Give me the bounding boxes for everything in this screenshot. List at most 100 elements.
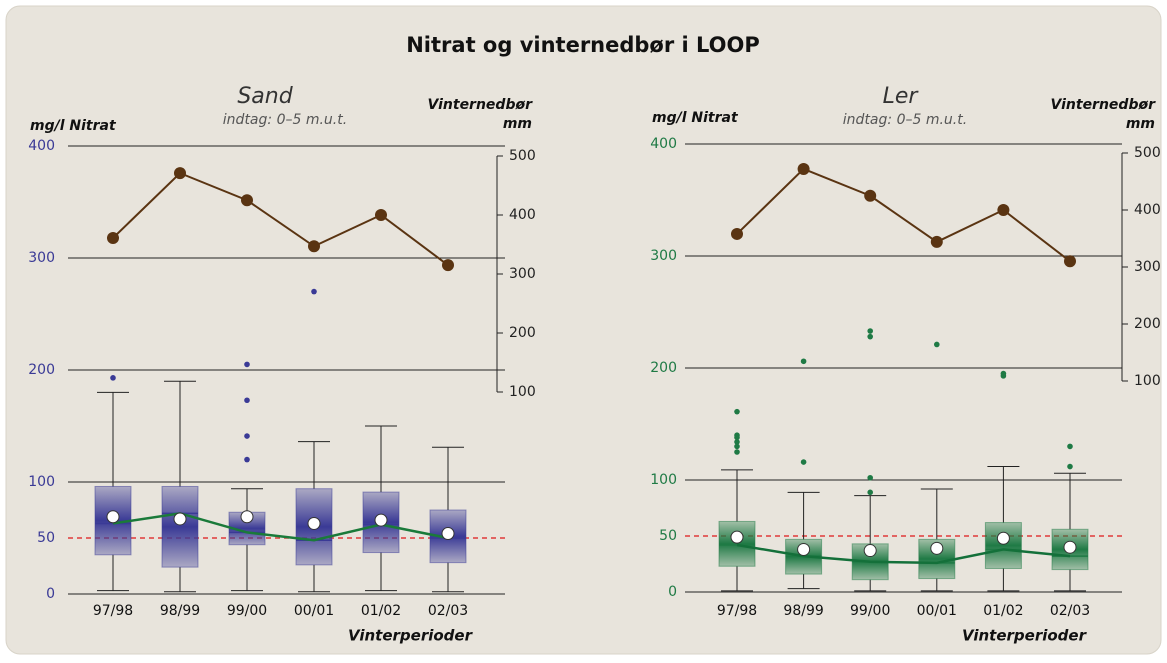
y-tick-label: 50 <box>659 528 677 544</box>
x-tick-label: 98/99 <box>160 603 200 619</box>
panel-title: Ler <box>883 84 920 109</box>
mean-marker <box>106 510 120 524</box>
panel-subtitle: indtag: 0–5 m.u.t. <box>223 112 347 128</box>
outlier <box>244 361 250 368</box>
outlier <box>734 439 740 445</box>
outlier <box>800 459 807 465</box>
x-tick-label: 97/98 <box>93 603 133 619</box>
y-tick-label: 300 <box>28 250 55 266</box>
precipitation-line <box>112 171 449 266</box>
y2-tick-label: 400 <box>1134 202 1161 218</box>
median-line <box>736 543 1071 565</box>
mean-marker <box>730 530 744 544</box>
y2-tick-label: 200 <box>1134 316 1161 332</box>
x-tick-label: 99/00 <box>227 603 267 619</box>
y2-tick-label: 200 <box>509 325 536 341</box>
box <box>295 488 333 566</box>
outlier <box>934 341 940 348</box>
outlier <box>734 408 740 415</box>
outlier <box>867 489 873 496</box>
chart-title: Nitrat og vinternedbør i LOOP <box>406 33 760 57</box>
mean-marker <box>374 513 388 527</box>
y2-tick-label: 100 <box>1134 373 1161 389</box>
outlier <box>734 443 740 450</box>
x-tick-label: 99/00 <box>850 603 890 619</box>
mean-marker <box>173 512 187 526</box>
precipitation-point <box>241 194 253 207</box>
y2-tick-label: 500 <box>509 148 536 164</box>
outlier <box>1067 443 1073 450</box>
outlier <box>734 434 740 441</box>
y-tick-label: 0 <box>668 584 677 600</box>
y-tick-label: 200 <box>650 360 677 376</box>
mean-marker <box>930 541 944 555</box>
y2-tick-label: 400 <box>509 207 536 223</box>
precipitation-point <box>930 235 943 248</box>
y-tick-label: 100 <box>650 472 677 488</box>
precipitation-point <box>308 240 320 253</box>
outlier <box>244 397 250 404</box>
y2-tick-label: 500 <box>1134 145 1161 161</box>
y2-tick-label: 100 <box>509 384 536 400</box>
y2-axis-label: Vinternedbør <box>428 97 534 113</box>
y-axis-label: mg/l Nitrat <box>30 118 117 134</box>
x-tick-label: 98/99 <box>783 603 823 619</box>
x-tick-label: 01/02 <box>983 603 1023 619</box>
mean-marker <box>240 510 254 524</box>
panel-title: Sand <box>237 84 293 109</box>
x-tick-label: 00/01 <box>294 603 334 619</box>
precipitation-point <box>1064 255 1076 268</box>
x-tick-label: 02/03 <box>1050 603 1090 619</box>
precipitation-point <box>864 189 877 202</box>
precipitation-point <box>442 259 454 272</box>
median-line <box>112 512 449 542</box>
y-tick-label: 300 <box>650 248 677 264</box>
mean-marker <box>307 516 321 530</box>
box <box>984 522 1022 569</box>
outlier <box>311 288 317 295</box>
outlier <box>867 328 873 334</box>
y-tick-label: 200 <box>28 362 55 378</box>
outlier <box>1067 463 1073 470</box>
precipitation-point <box>174 167 186 180</box>
mean-marker <box>441 527 455 541</box>
outlier <box>244 433 250 439</box>
mean-marker <box>1063 540 1077 554</box>
outlier <box>867 333 873 340</box>
y-axis-label: mg/l Nitrat <box>652 110 739 126</box>
x-tick-label: 01/02 <box>361 603 401 619</box>
y-tick-label: 100 <box>28 474 55 490</box>
box <box>161 485 199 568</box>
precipitation-point <box>997 204 1010 216</box>
mean-marker <box>863 544 877 558</box>
outlier <box>734 449 740 455</box>
y2-axis-label: mm <box>503 116 532 132</box>
y2-tick-label: 300 <box>1134 259 1161 275</box>
y2-axis-label: mm <box>1126 116 1155 132</box>
y-tick-label: 50 <box>37 530 55 546</box>
mean-marker <box>797 542 811 556</box>
outlier <box>867 474 873 481</box>
outlier <box>800 358 807 365</box>
x-tick-label: 00/01 <box>917 603 957 619</box>
precipitation-line <box>736 167 1071 263</box>
panel-subtitle: indtag: 0–5 m.u.t. <box>843 112 967 128</box>
y-tick-label: 400 <box>650 136 677 152</box>
y-tick-label: 400 <box>28 138 55 154</box>
precipitation-point <box>375 209 387 221</box>
x-tick-label: 97/98 <box>717 603 757 619</box>
mean-marker <box>996 531 1010 545</box>
precipitation-point <box>731 227 743 240</box>
x-axis-label: Vinterperioder <box>348 627 474 645</box>
x-tick-label: 02/03 <box>428 603 468 619</box>
box <box>718 520 756 567</box>
y-tick-label: 0 <box>46 586 55 602</box>
outlier <box>110 375 116 381</box>
y2-tick-label: 300 <box>509 266 536 282</box>
precipitation-point <box>797 162 810 175</box>
outlier <box>244 456 250 463</box>
outlier <box>1000 373 1007 379</box>
y2-axis-label: Vinternedbør <box>1051 97 1157 113</box>
precipitation-point <box>107 232 119 245</box>
